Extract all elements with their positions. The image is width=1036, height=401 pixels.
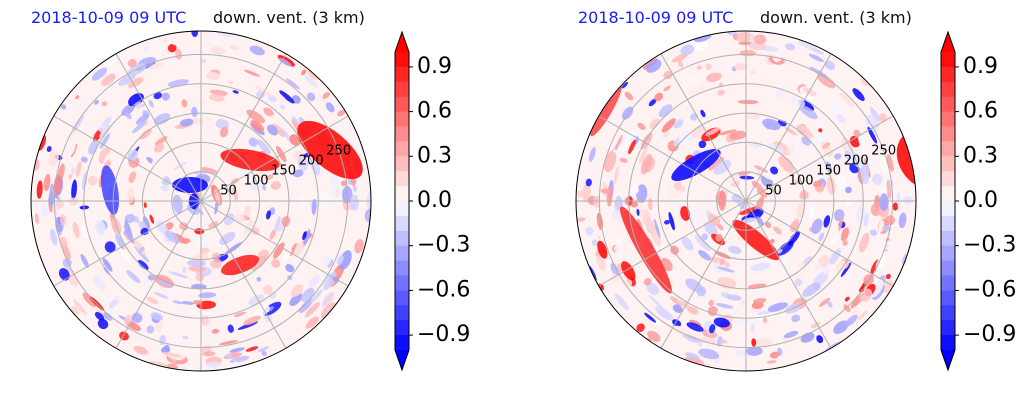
radial-tick-label: 250	[871, 143, 896, 158]
date-label: 2018-10-09 09 UTC	[578, 8, 734, 27]
colorbar-extend-max	[395, 32, 409, 52]
grid-spoke	[53, 200, 202, 287]
plot-boundary	[30, 30, 372, 372]
colorbar-tick-label: 0.0	[963, 188, 998, 213]
colorbar-tick-label: −0.9	[417, 322, 470, 347]
radial-tick-label: 50	[765, 184, 782, 199]
grid-spoke	[598, 200, 747, 287]
plot-boundary	[575, 30, 917, 372]
colorbar-tick-label: −0.3	[963, 233, 1016, 258]
chart-title: down. vent. (3 km)	[213, 8, 365, 27]
radial-tick-label: 50	[220, 184, 237, 199]
radial-tick-label: 100	[244, 174, 269, 189]
grid-spoke	[200, 200, 287, 349]
grid-spoke	[115, 200, 202, 349]
grid-spoke	[53, 115, 202, 202]
radial-tick-label: 200	[844, 153, 869, 168]
grid-spoke	[745, 200, 894, 287]
grid-spoke	[200, 115, 349, 202]
colorbar: 0.9 0.6 0.3 0.0 −0.3 −0.6 −0.9	[940, 30, 1016, 372]
colorbar: 0.9 0.6 0.3 0.0 −0.3 −0.6 −0.9	[394, 30, 470, 372]
colorbar-tick-label: 0.3	[963, 143, 998, 168]
colorbar-tick-label: 0.0	[417, 188, 452, 213]
radial-tick-label: 150	[816, 163, 841, 178]
colorbar-tick-label: 0.9	[417, 54, 452, 79]
grid-spoke	[598, 115, 747, 202]
colorbar-extend-min	[395, 350, 409, 370]
grid-spoke	[745, 200, 832, 349]
grid-spoke	[200, 53, 287, 202]
grid-spoke	[745, 115, 894, 202]
radial-tick-label: 100	[789, 174, 814, 189]
chart-title: down. vent. (3 km)	[760, 8, 912, 27]
left-chart-panel: 2018-10-09 09 UTC down. vent. (3 km) 50 1…	[30, 8, 470, 372]
grid-spoke	[200, 200, 349, 287]
radial-tick-label: 150	[271, 163, 296, 178]
grid-spoke	[660, 200, 747, 349]
colorbar-tick-label: −0.3	[417, 233, 470, 258]
colorbar-tick-label: 0.3	[417, 143, 452, 168]
radial-tick-label: 200	[299, 153, 324, 168]
colorbar-tick-label: 0.6	[417, 99, 452, 124]
grid-spoke	[660, 53, 747, 202]
grid-spoke	[115, 53, 202, 202]
colorbar-tick-label: 0.9	[963, 54, 998, 79]
grid-spoke	[745, 53, 832, 202]
colorbar-extend-min	[941, 350, 955, 370]
radial-tick-label: 250	[326, 143, 351, 158]
colorbar-tick-label: −0.9	[963, 322, 1016, 347]
right-chart-panel: 2018-10-09 09 UTC down. vent. (3 km) 50 1…	[546, 0, 1036, 401]
colorbar-tick-label: −0.6	[417, 277, 470, 302]
colorbar-tick-label: −0.6	[963, 277, 1016, 302]
colorbar-extend-max	[941, 32, 955, 52]
date-label: 2018-10-09 09 UTC	[31, 8, 187, 27]
colorbar-tick-label: 0.6	[963, 99, 998, 124]
